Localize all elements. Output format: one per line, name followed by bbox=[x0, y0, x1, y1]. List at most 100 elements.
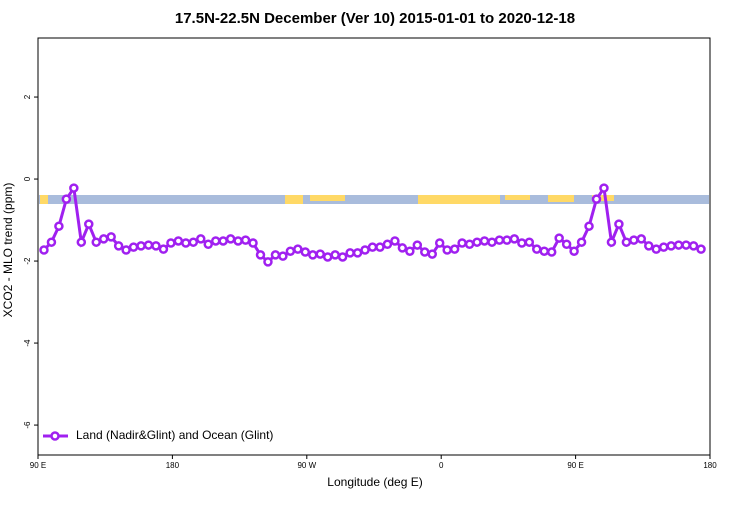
point bbox=[434, 238, 445, 248]
point bbox=[285, 246, 296, 256]
point bbox=[561, 239, 572, 249]
point bbox=[322, 252, 333, 262]
y-tick-label: -2 bbox=[23, 257, 32, 265]
point bbox=[345, 248, 355, 258]
legend-label: Land (Nadir&Glint) and Ocean (Glint) bbox=[76, 428, 273, 442]
point bbox=[158, 244, 169, 254]
point bbox=[472, 237, 482, 247]
point bbox=[666, 241, 676, 251]
point bbox=[121, 245, 131, 255]
x-tick-label: 0 bbox=[439, 461, 444, 470]
point bbox=[427, 249, 437, 259]
point bbox=[188, 237, 199, 247]
surface-mask bbox=[39, 195, 709, 204]
point bbox=[367, 242, 378, 252]
point bbox=[352, 248, 363, 258]
point bbox=[300, 247, 311, 257]
y-axis-label: XCO2 - MLO trend (ppm) bbox=[1, 183, 15, 318]
point bbox=[479, 236, 490, 246]
point bbox=[113, 241, 124, 251]
point bbox=[375, 242, 385, 252]
legend-marker bbox=[50, 431, 60, 441]
point bbox=[457, 238, 467, 248]
point bbox=[636, 234, 647, 244]
point bbox=[270, 250, 281, 260]
x-tick-label: 180 bbox=[166, 461, 180, 470]
point bbox=[330, 250, 340, 260]
point bbox=[696, 244, 706, 254]
land-patch bbox=[505, 195, 530, 200]
point bbox=[509, 234, 520, 244]
point bbox=[210, 236, 221, 246]
point bbox=[166, 238, 176, 248]
point bbox=[569, 246, 579, 256]
plot-frame bbox=[37, 37, 711, 456]
point bbox=[397, 243, 408, 253]
point bbox=[606, 237, 617, 247]
point bbox=[54, 221, 64, 231]
land-patch bbox=[548, 195, 574, 202]
point bbox=[255, 250, 266, 260]
point bbox=[405, 246, 415, 256]
point bbox=[487, 237, 497, 247]
point bbox=[614, 219, 624, 229]
point bbox=[517, 238, 527, 248]
point bbox=[539, 246, 549, 256]
point bbox=[181, 238, 191, 248]
point bbox=[681, 240, 691, 250]
x-tick-label: 180 bbox=[703, 461, 717, 470]
y-tick-label: 0 bbox=[23, 176, 32, 181]
point bbox=[173, 236, 184, 246]
point bbox=[390, 236, 400, 246]
point bbox=[308, 250, 318, 260]
x-axis-label: Longitude (deg E) bbox=[327, 475, 422, 489]
land-patch bbox=[285, 195, 303, 204]
point bbox=[644, 241, 654, 251]
point bbox=[240, 235, 251, 245]
point bbox=[688, 241, 699, 251]
point bbox=[524, 237, 535, 247]
land-patch bbox=[310, 195, 345, 201]
land-patch bbox=[418, 195, 500, 204]
point bbox=[218, 236, 228, 246]
point bbox=[46, 237, 57, 247]
point bbox=[233, 236, 243, 246]
y-tick-label: -6 bbox=[23, 421, 32, 429]
point bbox=[464, 239, 475, 249]
point bbox=[143, 240, 154, 250]
point bbox=[554, 233, 564, 243]
point bbox=[494, 235, 505, 245]
point bbox=[591, 194, 602, 204]
land-patch bbox=[592, 195, 614, 201]
point bbox=[91, 237, 101, 247]
point bbox=[136, 241, 146, 251]
point bbox=[629, 235, 639, 245]
point bbox=[599, 183, 609, 193]
x-tick-label: 90 E bbox=[30, 461, 46, 470]
chart-title: 17.5N-22.5N December (Ver 10) 2015-01-01… bbox=[175, 10, 575, 27]
point bbox=[61, 194, 72, 204]
point bbox=[84, 219, 94, 229]
y-tick-label: -4 bbox=[23, 339, 32, 347]
point bbox=[106, 232, 116, 242]
point bbox=[203, 239, 213, 249]
point bbox=[69, 183, 79, 193]
point bbox=[546, 247, 557, 257]
point bbox=[98, 234, 109, 244]
point bbox=[621, 237, 632, 247]
point bbox=[673, 240, 684, 250]
point bbox=[584, 221, 594, 231]
point bbox=[651, 244, 661, 254]
point bbox=[658, 242, 669, 252]
point bbox=[576, 237, 587, 247]
point bbox=[412, 240, 423, 250]
ocean-band bbox=[39, 195, 709, 204]
point bbox=[76, 237, 87, 247]
point bbox=[39, 245, 49, 255]
point bbox=[293, 244, 303, 254]
point bbox=[151, 241, 161, 251]
point bbox=[196, 234, 206, 244]
point bbox=[442, 245, 452, 255]
point bbox=[420, 247, 430, 257]
